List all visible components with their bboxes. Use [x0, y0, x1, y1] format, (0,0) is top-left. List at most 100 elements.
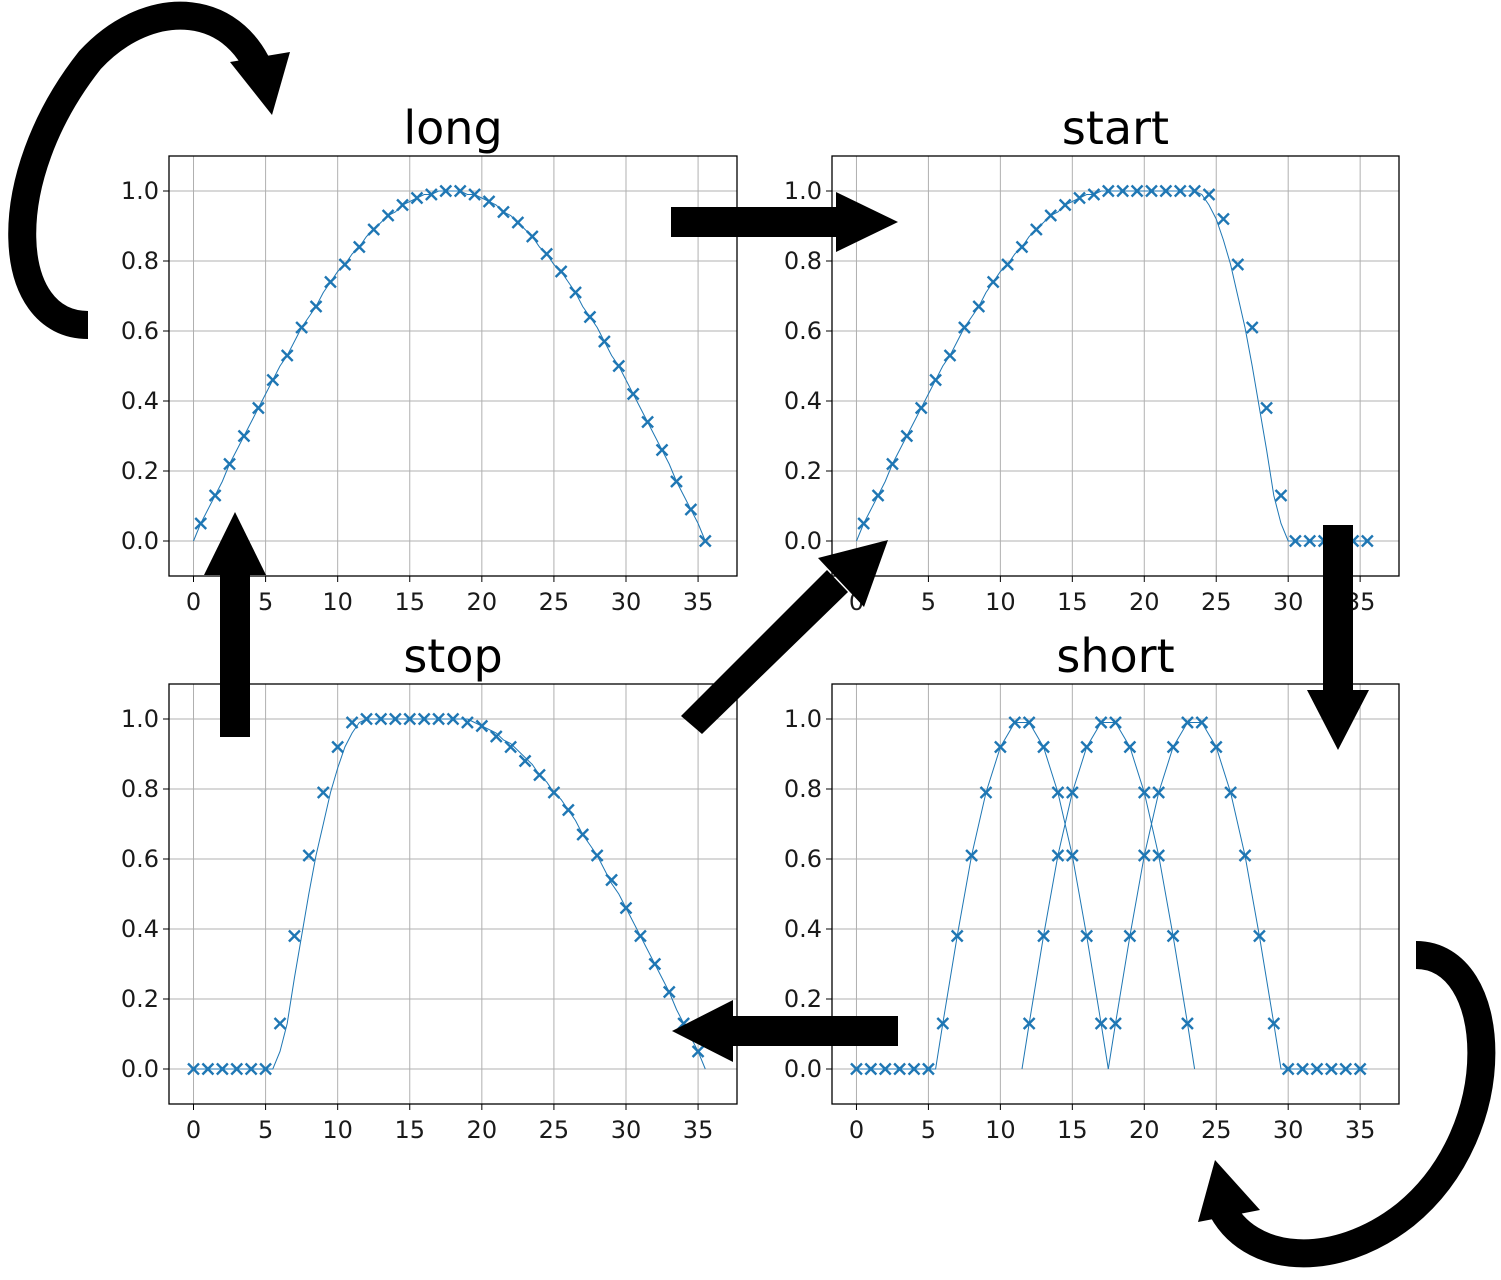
data-point-marker	[338, 258, 352, 271]
data-point-marker	[1101, 184, 1115, 198]
x-tick-label: 30	[611, 1116, 642, 1144]
x-tick-label: 30	[611, 588, 642, 616]
data-point-marker	[1123, 929, 1137, 943]
data-point-marker	[1209, 740, 1223, 754]
data-point-marker	[446, 712, 460, 726]
data-point-marker	[475, 719, 489, 733]
data-point-marker	[244, 1062, 258, 1076]
data-point-marker	[662, 985, 676, 999]
data-point-marker	[878, 1062, 892, 1076]
x-tick-label: 25	[1201, 588, 1232, 616]
data-point-marker	[1058, 198, 1072, 212]
data-point-marker	[360, 712, 373, 726]
data-point-marker	[1217, 212, 1230, 226]
data-point-marker	[922, 1062, 935, 1076]
chart-title: start	[1062, 101, 1169, 155]
data-point-marker	[302, 849, 316, 862]
data-point-marker	[979, 786, 993, 799]
x-tick-label: 20	[1129, 1116, 1160, 1144]
arrow-stop-to-long-icon	[204, 512, 266, 737]
data-point-marker	[1159, 184, 1173, 198]
data-point-marker	[547, 786, 561, 799]
data-point-marker	[886, 457, 899, 471]
data-point-marker	[583, 310, 597, 324]
data-point-marker	[1181, 716, 1194, 729]
y-tick-label: 1.0	[784, 177, 822, 205]
x-tick-label: 20	[467, 588, 498, 616]
data-point-marker	[345, 716, 359, 729]
data-point-marker	[388, 712, 402, 726]
data-point-marker	[453, 184, 467, 198]
data-point-marker	[288, 929, 301, 943]
y-tick-label: 0.6	[784, 317, 822, 345]
data-point-marker	[641, 415, 654, 429]
data-point-marker	[1245, 321, 1259, 334]
data-point-marker	[648, 957, 662, 971]
data-point-marker	[410, 191, 424, 205]
data-point-marker	[489, 730, 503, 743]
data-point-marker	[1253, 929, 1266, 943]
x-tick-label: 35	[683, 1116, 714, 1144]
y-tick-label: 0.4	[121, 915, 159, 943]
data-point-marker	[1274, 489, 1288, 502]
data-point-marker	[1065, 786, 1079, 799]
data-point-marker	[511, 216, 525, 229]
data-point-marker	[1044, 209, 1058, 222]
data-point-marker	[1166, 740, 1180, 754]
chart-short: short 0 5 10 15 20 25 30 35 0.0 0.2 0.4 0.6 0.8 1.0	[784, 629, 1400, 1144]
data-point-marker	[1094, 1017, 1108, 1030]
plot-frame	[168, 683, 738, 1105]
data-point-marker	[1181, 1017, 1194, 1030]
data-point-marker	[1303, 534, 1317, 548]
y-tick-label: 0.4	[121, 387, 159, 415]
x-tick-label: 20	[467, 1116, 498, 1144]
x-tick-label: 15	[1057, 588, 1088, 616]
data-point-marker	[259, 1062, 272, 1076]
data-point-marker	[972, 300, 986, 313]
y-tick-label: 0.0	[784, 527, 822, 555]
data-point-marker	[914, 401, 928, 415]
data-point-marker	[1173, 184, 1187, 198]
data-point-marker	[958, 321, 971, 334]
data-point-marker	[986, 275, 1000, 289]
data-point-marker	[1137, 786, 1151, 799]
data-point-marker	[331, 740, 345, 754]
data-point-marker	[381, 209, 395, 222]
data-point-marker	[907, 1062, 921, 1076]
chart-long: long 0 5 10 15 20 25 30 35 0.0 0.2 0.4 0.6 0.8 1.0	[121, 101, 738, 616]
data-point-marker	[223, 457, 236, 471]
data-point-marker	[1188, 184, 1201, 198]
chart-title: stop	[403, 629, 502, 683]
data-point-marker	[965, 849, 978, 862]
y-tick-label: 0.2	[784, 457, 822, 485]
y-tick-label: 0.8	[784, 247, 822, 275]
data-point-marker	[1087, 188, 1101, 201]
x-tick-label: 10	[985, 588, 1016, 616]
plot-frame	[831, 683, 1400, 1105]
data-point-marker	[1022, 1017, 1036, 1030]
x-tick-label: 0	[186, 588, 201, 616]
data-point-marker	[396, 198, 409, 212]
data-point-marker	[994, 740, 1007, 754]
data-point-marker	[1051, 786, 1065, 799]
data-point-marker	[374, 712, 388, 726]
data-point-marker	[1152, 786, 1166, 799]
data-point-marker	[554, 265, 568, 278]
data-point-marker	[626, 387, 640, 401]
series-line	[1021, 722, 1196, 1070]
x-tick-label: 20	[1129, 588, 1160, 616]
data-point-marker	[1037, 740, 1050, 754]
data-point-marker	[1015, 240, 1029, 254]
x-tick-label: 0	[849, 1116, 864, 1144]
data-point-marker	[634, 929, 647, 943]
data-point-marker	[1109, 716, 1122, 729]
data-point-marker	[943, 349, 957, 362]
data-point-marker	[352, 240, 366, 254]
data-point-marker	[871, 489, 885, 502]
data-point-marker	[309, 300, 323, 313]
data-point-marker	[497, 205, 510, 219]
data-point-marker	[295, 321, 308, 334]
data-point-marker	[1267, 1017, 1281, 1030]
data-point-marker	[1030, 223, 1043, 236]
